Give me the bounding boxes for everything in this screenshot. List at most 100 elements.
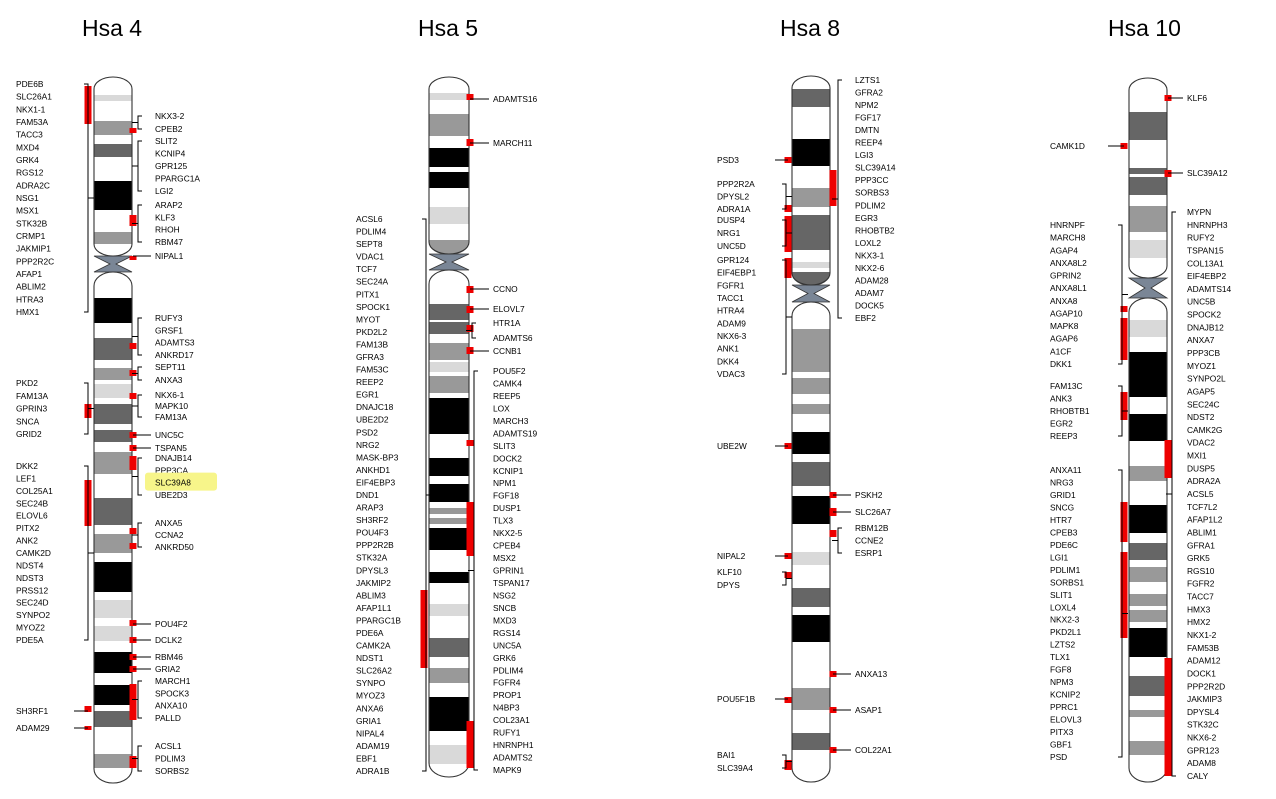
centromere — [428, 253, 470, 271]
gene-label: PPP2R2A — [717, 179, 755, 189]
gene-label: MSX2 — [493, 553, 516, 563]
gene-label: PPP2R2D — [1187, 681, 1225, 691]
gene-locus-marker — [784, 205, 792, 212]
gene-label: NRG2 — [356, 440, 380, 450]
gene-label: ADAM12 — [1187, 656, 1221, 666]
gene-label: PRSS12 — [16, 585, 48, 595]
gene-label: AGAP4 — [1050, 245, 1078, 255]
chromosome-body-hsa4 — [93, 76, 133, 784]
gene-label: RUFY3 — [155, 313, 183, 323]
gene-label: TLX3 — [493, 516, 513, 526]
gene-label: KCNIP2 — [1050, 690, 1081, 700]
gene-label: EIF4EBP2 — [1187, 271, 1226, 281]
chromosome-title-hsa10: Hsa 10 — [1108, 15, 1181, 41]
gene-label: PDE6C — [1050, 540, 1078, 550]
gene-label: AGAP5 — [1187, 386, 1215, 396]
gene-label: DOCK1 — [1187, 668, 1216, 678]
gene-label: KLF6 — [1187, 93, 1207, 103]
chromosome-body-hsa5 — [428, 76, 470, 778]
gene-label: GPRIN1 — [493, 566, 525, 576]
gene-label: ELOVL6 — [16, 511, 48, 521]
gene-label: SLC39A12 — [1187, 168, 1228, 178]
gene-label: NRG1 — [717, 228, 741, 238]
chromosome-band — [94, 144, 132, 157]
gene-label: ADRA1A — [717, 204, 751, 214]
gene-label: NKX6-2 — [1187, 733, 1217, 743]
gene-label: TLX1 — [1050, 652, 1070, 662]
gene-label: CAMK2D — [16, 548, 51, 558]
gene-locus-marker — [784, 216, 792, 252]
gene-label: SPOCK3 — [155, 688, 189, 698]
gene-label: LOXL4 — [1050, 602, 1076, 612]
gene-label: GPR124 — [717, 255, 749, 265]
gene-label: NKX3-2 — [155, 111, 185, 121]
chromosome-long-arm — [792, 302, 830, 782]
gene-label: UNC5D — [717, 241, 746, 251]
gene-label: HNRNPH1 — [493, 740, 534, 750]
gene-label: FAM53C — [356, 365, 389, 375]
gene-label: JAKMIP3 — [1187, 694, 1222, 704]
gene-label: ANXA6 — [356, 703, 384, 713]
chromosome-band — [1129, 594, 1167, 606]
gene-label: ESRP1 — [855, 548, 883, 558]
chromosome-band — [1129, 676, 1167, 696]
gene-label: DND1 — [356, 490, 379, 500]
gene-label: FGFR2 — [1187, 579, 1215, 589]
gene-label: JAKMIP2 — [356, 578, 391, 588]
gene-label: PDLIM1 — [1050, 565, 1081, 575]
gene-label: REEP2 — [356, 377, 384, 387]
chromosome-title-hsa4: Hsa 4 — [82, 15, 142, 41]
gene-label: LEF1 — [16, 473, 36, 483]
gene-label: ACSL6 — [356, 214, 383, 224]
gene-label: EGR2 — [1050, 419, 1073, 429]
gene-label: DPYSL4 — [1187, 707, 1219, 717]
gene-label: TSPAN15 — [1187, 245, 1224, 255]
gene-label: FGFR4 — [493, 678, 521, 688]
gene-locus-marker — [829, 530, 837, 537]
chromosome-band — [429, 304, 469, 320]
gene-label: ADAM9 — [717, 318, 746, 328]
gene-locus-marker — [129, 620, 137, 626]
gene-label: ADAMTS2 — [493, 753, 533, 763]
gene-label: PPP3CC — [855, 175, 889, 185]
chromosome-hsa10: Hsa 10 CAMK1D HNRNPF MARCH8 AGAP4 ANXA8L2 GPR… — [1050, 15, 1232, 783]
chromosome-band — [792, 272, 830, 285]
gene-label: UBE2D2 — [356, 415, 389, 425]
gene-label: ANXA3 — [155, 375, 183, 385]
chromosome-short-arm — [792, 76, 830, 285]
gene-label: ANXA10 — [155, 701, 187, 711]
gene-label: GRK4 — [16, 155, 39, 165]
gene-label: TACC3 — [16, 130, 43, 140]
gene-label: MARCH8 — [1050, 233, 1086, 243]
chromosome-outline — [791, 301, 831, 783]
gene-label: POU4F3 — [356, 528, 389, 538]
gene-label: FAM13A — [16, 391, 49, 401]
gene-label: TCF7 — [356, 264, 377, 274]
gene-label: MYOZ3 — [356, 691, 385, 701]
chromosome-body-hsa8 — [791, 75, 831, 783]
gene-label: HTRA3 — [16, 294, 44, 304]
chromosome-band — [94, 384, 132, 398]
chromosome-band — [94, 685, 132, 705]
gene-brackets-hsa8 — [775, 79, 851, 769]
chromosome-band — [94, 600, 132, 618]
gene-label: SNCG — [1050, 502, 1074, 512]
chromosome-band — [94, 181, 132, 210]
chromosome-band — [94, 562, 132, 592]
gene-label: RHOBTB2 — [855, 225, 895, 235]
gene-label: ANXA13 — [855, 669, 887, 679]
gene-label: GRK6 — [493, 653, 516, 663]
gene-label: MYOT — [356, 314, 380, 324]
gene-label: CAMK2G — [1187, 425, 1222, 435]
gene-locus-marker — [466, 502, 474, 556]
gene-label: TACC1 — [717, 293, 744, 303]
gene-label: DPYSL3 — [356, 565, 388, 575]
gene-label: REEP4 — [855, 138, 883, 148]
gene-label: MARCH3 — [493, 416, 529, 426]
gene-label: GPRIN2 — [1050, 271, 1082, 281]
chromosome-band — [792, 188, 830, 207]
gene-locus-marker — [784, 697, 792, 703]
gene-label: ADRA2A — [1187, 476, 1221, 486]
gene-label: ARAP2 — [155, 200, 183, 210]
gene-locus-marker — [466, 440, 474, 446]
